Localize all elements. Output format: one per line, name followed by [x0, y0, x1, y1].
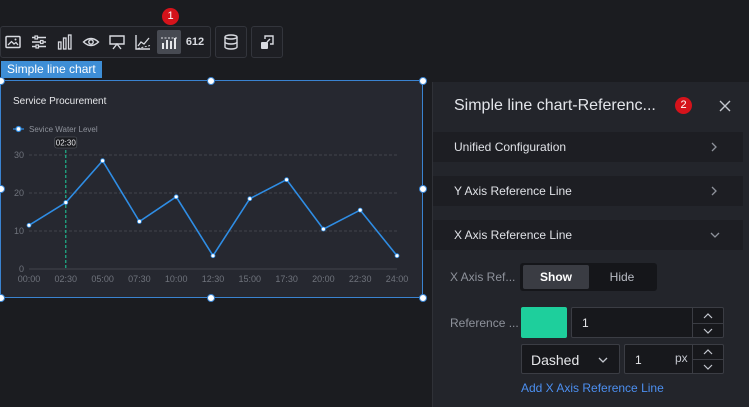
y-tick-label: 20: [14, 188, 24, 198]
widget-tag[interactable]: Simple line chart: [1, 61, 102, 78]
x-tick-label: 15:00: [239, 274, 262, 284]
resize-handle-bc[interactable]: [207, 294, 215, 302]
step-badge-1: 1: [162, 8, 179, 25]
section-label: Unified Configuration: [454, 140, 567, 154]
screen-icon[interactable]: [105, 30, 129, 54]
resize-handle-tc[interactable]: [207, 77, 215, 85]
reference-line-chart-icon[interactable]: [157, 30, 181, 54]
section-label: Y Axis Reference Line: [454, 184, 572, 198]
x-tick-label: 05:00: [91, 274, 114, 284]
data-point: [320, 226, 326, 232]
chevron-right-icon: [711, 186, 717, 196]
line-style-select[interactable]: Dashed: [521, 344, 620, 374]
toolbar-group-data: [215, 26, 247, 58]
series-line: [28, 159, 398, 258]
data-point: [100, 158, 105, 164]
step-badge-2: 2: [675, 97, 692, 114]
chevron-down-icon[interactable]: [703, 327, 713, 335]
data-point: [284, 177, 290, 183]
section-x-axis-reference-line[interactable]: X Axis Reference Line: [433, 220, 743, 250]
interaction-icon[interactable]: [255, 30, 279, 54]
number-612-label: 612: [185, 36, 205, 48]
x-tick-label: 17:30: [275, 274, 298, 284]
reference-value: 1: [582, 316, 589, 330]
chevron-down-icon: [710, 232, 720, 238]
legend-marker: [15, 125, 22, 133]
line-chart: Sevice Water Level 0 10 20 30 00:00 02:30 05:00…: [13, 125, 409, 284]
sliders-icon[interactable]: [27, 30, 51, 54]
data-point: [63, 200, 69, 205]
show-hide-toggle: Show Hide: [520, 263, 657, 291]
reference-value-stepper[interactable]: 1: [571, 307, 724, 338]
stepper-buttons: [692, 308, 723, 337]
chevron-up-icon[interactable]: [703, 348, 713, 356]
number-612-icon[interactable]: 612: [183, 30, 207, 54]
x-tick-label: 10:00: [165, 274, 188, 284]
data-point: [357, 207, 363, 213]
data-point: [136, 219, 142, 224]
axis-chart-icon[interactable]: [131, 30, 155, 54]
toolbar-group-interaction: [251, 26, 283, 58]
line-width-stepper[interactable]: 1 px: [624, 344, 724, 374]
reference-line-label: 02:30: [56, 139, 77, 148]
eye-icon[interactable]: [79, 30, 103, 54]
section-y-axis-reference-line[interactable]: Y Axis Reference Line: [433, 176, 743, 206]
chevron-down-icon[interactable]: [703, 363, 713, 371]
x-tick-label: 24:00: [386, 274, 409, 284]
data-point: [394, 253, 400, 259]
chevron-up-icon[interactable]: [703, 312, 713, 320]
y-tick-label: 0: [19, 264, 24, 274]
y-tick-label: 10: [14, 226, 24, 236]
line-style-value: Dashed: [531, 352, 580, 368]
chevron-right-icon: [711, 142, 717, 152]
reference-label: Reference ...: [450, 316, 519, 330]
chart-title: Service Procurement: [13, 96, 107, 107]
x-tick-label: 00:00: [18, 274, 41, 284]
bar-chart-icon[interactable]: [53, 30, 77, 54]
resize-handle-tl[interactable]: [0, 77, 5, 85]
close-icon[interactable]: [718, 99, 732, 113]
resize-handle-br[interactable]: [419, 294, 427, 302]
x-tick-label: 20:00: [312, 274, 335, 284]
image-icon[interactable]: [1, 30, 25, 54]
line-width-unit: px: [675, 351, 688, 365]
resize-handle-bl[interactable]: [0, 294, 5, 302]
data-point: [210, 253, 216, 259]
data-point: [26, 222, 32, 228]
hide-option[interactable]: Hide: [609, 270, 635, 284]
x-axis-ref-label: X Axis Ref...: [450, 270, 516, 284]
data-point: [173, 194, 179, 200]
chevron-down-icon: [598, 357, 608, 363]
section-unified-configuration[interactable]: Unified Configuration: [433, 132, 743, 162]
resize-handle-mr[interactable]: [419, 185, 427, 193]
section-label: X Axis Reference Line: [454, 228, 573, 242]
panel-title: Simple line chart-Referenc...: [454, 97, 656, 114]
database-icon[interactable]: [219, 30, 243, 54]
line-width-value: 1: [635, 353, 642, 367]
resize-handle-tr[interactable]: [419, 77, 427, 85]
resize-handle-ml[interactable]: [0, 185, 5, 193]
data-point: [247, 196, 253, 202]
add-x-axis-reference-line-link[interactable]: Add X Axis Reference Line: [521, 381, 664, 395]
x-tick-label: 22:30: [349, 274, 372, 284]
chart-widget[interactable]: [0, 80, 423, 298]
x-tick-label: 02:30: [55, 274, 78, 284]
panel-header: Simple line chart-Referenc...: [433, 82, 749, 130]
reference-color-swatch[interactable]: [521, 307, 567, 338]
stepper-buttons: [692, 345, 723, 373]
legend-label: Sevice Water Level: [29, 125, 98, 134]
x-tick-label: 12:30: [202, 274, 225, 284]
x-tick-label: 07:30: [128, 274, 151, 284]
show-option[interactable]: Show: [523, 265, 589, 289]
toolbar-group-components: 612: [0, 26, 211, 58]
reference-label-box: [54, 136, 78, 149]
y-tick-label: 30: [14, 150, 24, 160]
